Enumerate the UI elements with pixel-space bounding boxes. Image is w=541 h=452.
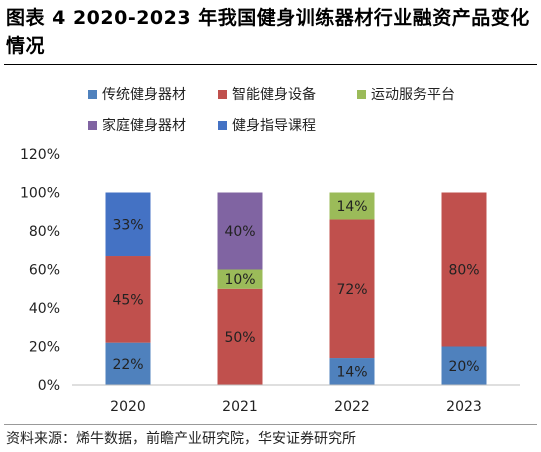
bar-segment xyxy=(105,342,151,385)
bar-series: 22% 45% 33% 50% 10% 40% 14% 72% 14% 20% 80% xyxy=(105,192,487,385)
bar-segment xyxy=(217,288,263,385)
y-tick-label: 100% xyxy=(20,186,60,202)
bar-segment xyxy=(217,192,263,270)
source-note: 资料来源：烯牛数据，前瞻产业研究院，华安证券研究所 xyxy=(6,431,356,447)
bar-segment xyxy=(105,256,151,343)
x-tick-label: 2021 xyxy=(222,399,258,415)
data-label: 40% xyxy=(224,224,255,240)
legend-swatch xyxy=(88,121,97,130)
data-label: 50% xyxy=(224,330,255,346)
x-tick-label: 2020 xyxy=(110,399,146,415)
data-label: 45% xyxy=(112,292,143,308)
data-label: 14% xyxy=(336,199,367,215)
data-label: 22% xyxy=(112,357,143,373)
y-tick-label: 120% xyxy=(20,147,60,163)
x-tick-label: 2022 xyxy=(334,399,370,415)
y-tick-label: 80% xyxy=(29,224,60,240)
legend-swatch xyxy=(357,90,366,99)
bar-segment xyxy=(441,192,487,347)
y-tick-label: 60% xyxy=(29,263,60,279)
data-label: 72% xyxy=(336,282,367,298)
legend-swatch xyxy=(88,90,97,99)
data-label: 20% xyxy=(448,359,479,375)
bar-segment xyxy=(329,358,375,385)
y-axis: 0% 20% 40% 60% 80% 100% 120% xyxy=(20,147,60,394)
bar-segment xyxy=(217,269,263,289)
legend-swatch xyxy=(218,121,227,130)
data-label: 80% xyxy=(448,263,479,279)
data-label: 14% xyxy=(336,365,367,381)
y-tick-label: 40% xyxy=(29,301,60,317)
data-label: 10% xyxy=(224,272,255,288)
chart-title: 图表 4 2020-2023 年我国健身训练器材行业融资产品变化情况 xyxy=(6,7,530,57)
bar-segment xyxy=(105,192,151,257)
x-axis: 2020 2021 2022 2023 xyxy=(72,384,520,415)
legend-label: 智能健身设备 xyxy=(232,86,316,103)
x-tick-label: 2023 xyxy=(446,399,482,415)
title-divider xyxy=(4,64,537,65)
bar-segment xyxy=(441,346,487,385)
data-label: 33% xyxy=(112,217,143,233)
bar-segment xyxy=(329,219,375,359)
legend-swatch xyxy=(218,90,227,99)
bar-segment xyxy=(329,192,375,220)
legend-label: 健身指导课程 xyxy=(232,118,316,134)
source-divider xyxy=(4,424,537,425)
y-tick-label: 0% xyxy=(38,378,60,394)
legend-label: 家庭健身器材 xyxy=(102,117,186,134)
legend-label: 传统健身器材 xyxy=(102,87,186,103)
y-tick-label: 20% xyxy=(29,340,60,356)
legend-label: 运动服务平台 xyxy=(371,87,455,103)
